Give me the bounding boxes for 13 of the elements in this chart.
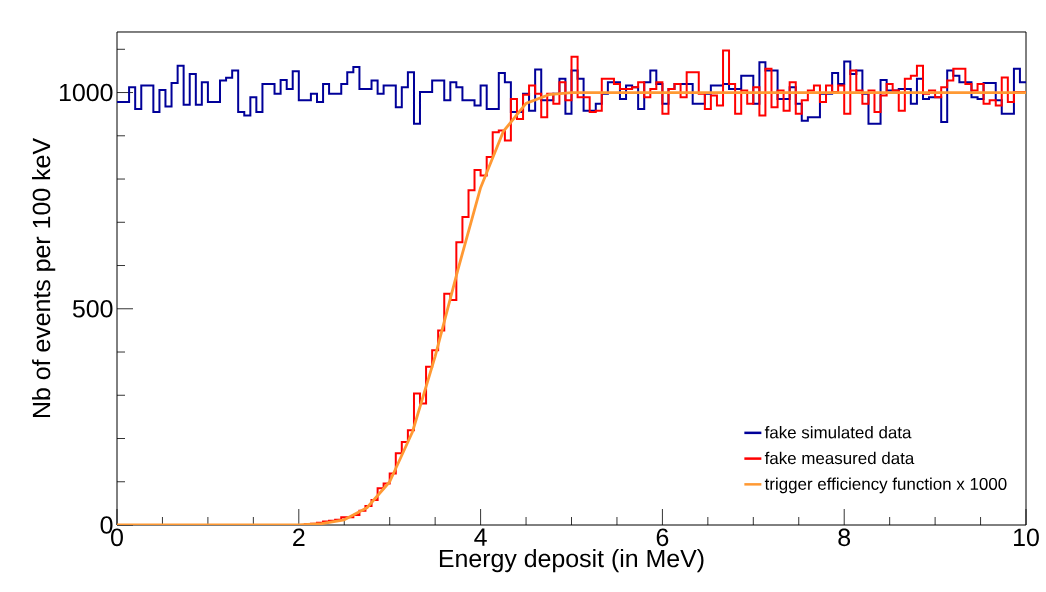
y-tick-label: 1000 [59,83,113,102]
y-tick-label: 500 [72,299,113,318]
x-tick-label: 2 [293,528,305,546]
x-tick-label: 8 [838,528,851,547]
x-tick-label: 4 [474,528,487,546]
legend-label: trigger efficiency function x 1000 [764,477,1007,494]
y-tick-label: 0 [100,516,113,534]
x-tick-label: 6 [656,528,669,547]
legend-label: fake measured data [764,451,915,465]
legend-label: fake simulated data [764,425,912,439]
x-tick-label: 10 [1014,528,1039,547]
x-axis-title: Energy deposit (in MeV) [439,549,704,573]
y-axis-title: Nb of events per 100 keV [32,138,56,417]
